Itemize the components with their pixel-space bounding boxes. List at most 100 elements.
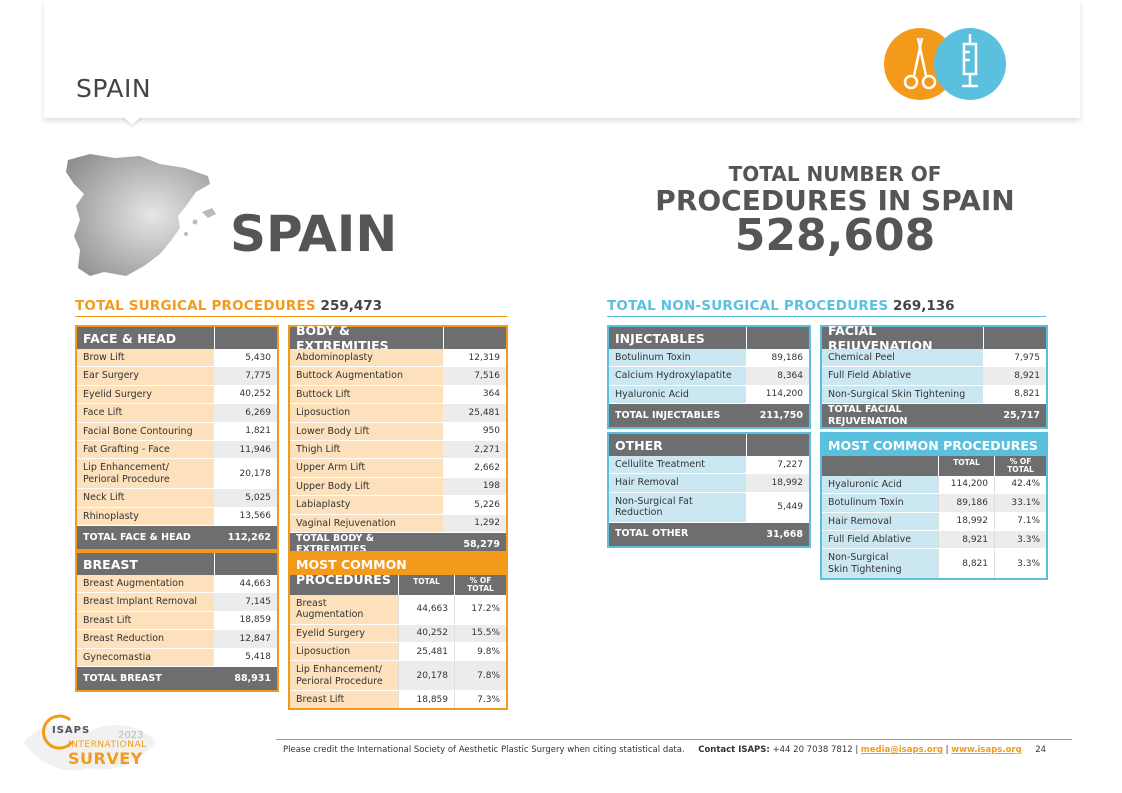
table-row: Hair Removal 18,992 7.1% [822,512,1046,531]
procedure-name: Lower Body Lift [290,422,443,440]
table-row: Breast Lift 18,859 7.3% [290,691,506,709]
table-row: Eyelid Surgery 40,252 15.5% [290,624,506,643]
table-row: Upper Arm Lift 2,662 [290,459,506,478]
breast-table: BREAST Breast Augmentation 44,663 Breast Im… [75,551,279,692]
table-title: BODY & EXTREMITIES [290,323,443,353]
table-row: Vaginal Rejuvenation 1,292 [290,514,506,533]
procedure-total: 18,992 [938,512,994,530]
total-value: 31,668 [746,522,809,546]
logo-line2: SURVEY [68,749,143,768]
procedure-name: Face Lift [77,404,214,422]
procedure-percent: 33.1% [994,494,1046,512]
table-header-spacer [443,327,506,349]
procedure-total: 8,821 [938,549,994,579]
spain-map-icon [60,150,220,280]
procedure-count: 950 [443,422,506,440]
world-map-watermark [20,712,160,782]
table-total-row: TOTAL FACE & HEAD 112,262 [77,525,277,549]
procedure-name: Hyaluronic Acid [609,385,746,404]
table-row: Neck Lift 5,025 [77,489,277,508]
procedure-count: 198 [443,477,506,496]
total-value: 211,750 [746,404,809,428]
procedure-count: 7,145 [214,593,277,611]
table-row: Liposuction 25,481 [290,404,506,423]
procedure-name: Hair Removal [822,512,938,530]
table-row: Lip Enhancement/ Perioral Procedure 20,17… [290,661,506,692]
table-row: Non-Surgical Skin Tightening 8,821 3.3% [822,549,1046,579]
procedure-count: 8,921 [983,367,1046,385]
surgical-section-heading: TOTAL SURGICAL PROCEDURES 259,473 [75,298,507,317]
procedure-name: Non-Surgical Fat Reduction [609,492,746,522]
procedure-name: Buttock Lift [290,385,443,404]
procedure-name: Hair Removal [609,474,746,492]
table-total-row: TOTAL BODY & EXTREMITIES 58,279 [290,532,506,556]
procedure-percent: 7.3% [454,691,506,709]
col-total-header: TOTAL [938,456,994,476]
table-row: Hyaluronic Acid 114,200 [609,385,809,405]
table-row: Upper Body Lift 198 [290,477,506,497]
procedure-count: 12,319 [443,349,506,367]
body-extremities-table: BODY & EXTREMITIES Abdominoplasty 12,319 Bu… [288,323,508,558]
procedure-name: Facial Bone Contouring [77,422,214,440]
procedure-count: 5,025 [214,489,277,507]
procedure-name: Breast Augmentation [77,575,214,593]
procedure-name: Ear Surgery [77,367,214,385]
table-header-spacer [746,327,809,349]
table-header-spacer [983,327,1046,349]
procedure-name: Brow Lift [77,349,214,367]
page-title: SPAIN [76,74,152,103]
page-number: 24 [1035,745,1047,755]
footer: Please credit the International Society … [283,745,1047,755]
table-row: Thigh Lift 2,271 [290,440,506,460]
total-line1: TOTAL NUMBER OF [728,162,942,186]
table-row: Fat Grafting - Face 11,946 [77,440,277,460]
procedure-name: Fat Grafting - Face [77,440,214,459]
table-row: Brow Lift 5,430 [77,349,277,368]
table-row: Gynecomastia 5,418 [77,648,277,667]
procedure-name: Breast Lift [290,691,398,709]
table-header-spacer [746,434,809,456]
procedure-name: Cellulite Treatment [609,456,746,474]
table-row: Ear Surgery 7,775 [77,367,277,386]
procedure-percent: 9.8% [454,642,506,661]
procedure-count: 40,252 [214,385,277,404]
table-row: Hair Removal 18,992 [609,474,809,493]
footer-email-link[interactable]: media@isaps.org [860,745,943,755]
footer-credit: Please credit the International Society … [283,745,685,755]
procedure-count: 6,269 [214,404,277,422]
procedure-count: 1,292 [443,514,506,532]
injectables-table: INJECTABLES Botulinum Toxin 89,186 Calcium … [607,325,811,430]
procedure-total: 40,252 [398,624,454,642]
table-header: FACE & HEAD [77,327,277,349]
procedure-name: Non-Surgical Skin Tightening [822,385,983,404]
subheader-spacer [290,575,398,595]
table-title: FACIAL REJUVENATION [822,323,983,353]
total-value: 88,931 [214,666,277,690]
procedure-count: 20,178 [214,459,277,489]
logo-year: 2023 [118,730,144,741]
table-title: INJECTABLES [609,327,746,349]
most-common-subheader: TOTAL% OF TOTAL [822,456,1046,476]
country-title: SPAIN [230,205,398,263]
procedure-count: 114,200 [746,385,809,404]
procedure-name: Neck Lift [77,489,214,507]
procedure-count: 12,847 [214,630,277,648]
surgical-most-common-table: MOST COMMON PROCEDURES TOTAL% OF TOTAL Bre… [288,551,508,711]
procedure-name: Botulinum Toxin [822,494,938,512]
table-row: Eyelid Surgery 40,252 [77,385,277,405]
footer-web-link[interactable]: www.isaps.org [951,745,1022,755]
procedure-name: Botulinum Toxin [609,349,746,367]
total-value: 25,717 [983,404,1046,428]
total-value: 58,279 [443,532,506,556]
procedure-total: 8,921 [938,530,994,549]
other-table: OTHER Cellulite Treatment 7,227 Hair Remova… [607,432,811,548]
footer-phone: +44 20 7038 7812 [772,745,853,755]
table-row: Rhinoplasty 13,566 [77,507,277,526]
procedure-percent: 7.8% [454,661,506,691]
procedure-name: Breast Implant Removal [77,593,214,611]
table-row: Facial Bone Contouring 1,821 [77,422,277,441]
procedure-count: 5,226 [443,496,506,514]
procedure-count: 8,364 [746,367,809,385]
procedure-percent: 42.4% [994,475,1046,494]
table-row: Breast Lift 18,859 [77,611,277,631]
